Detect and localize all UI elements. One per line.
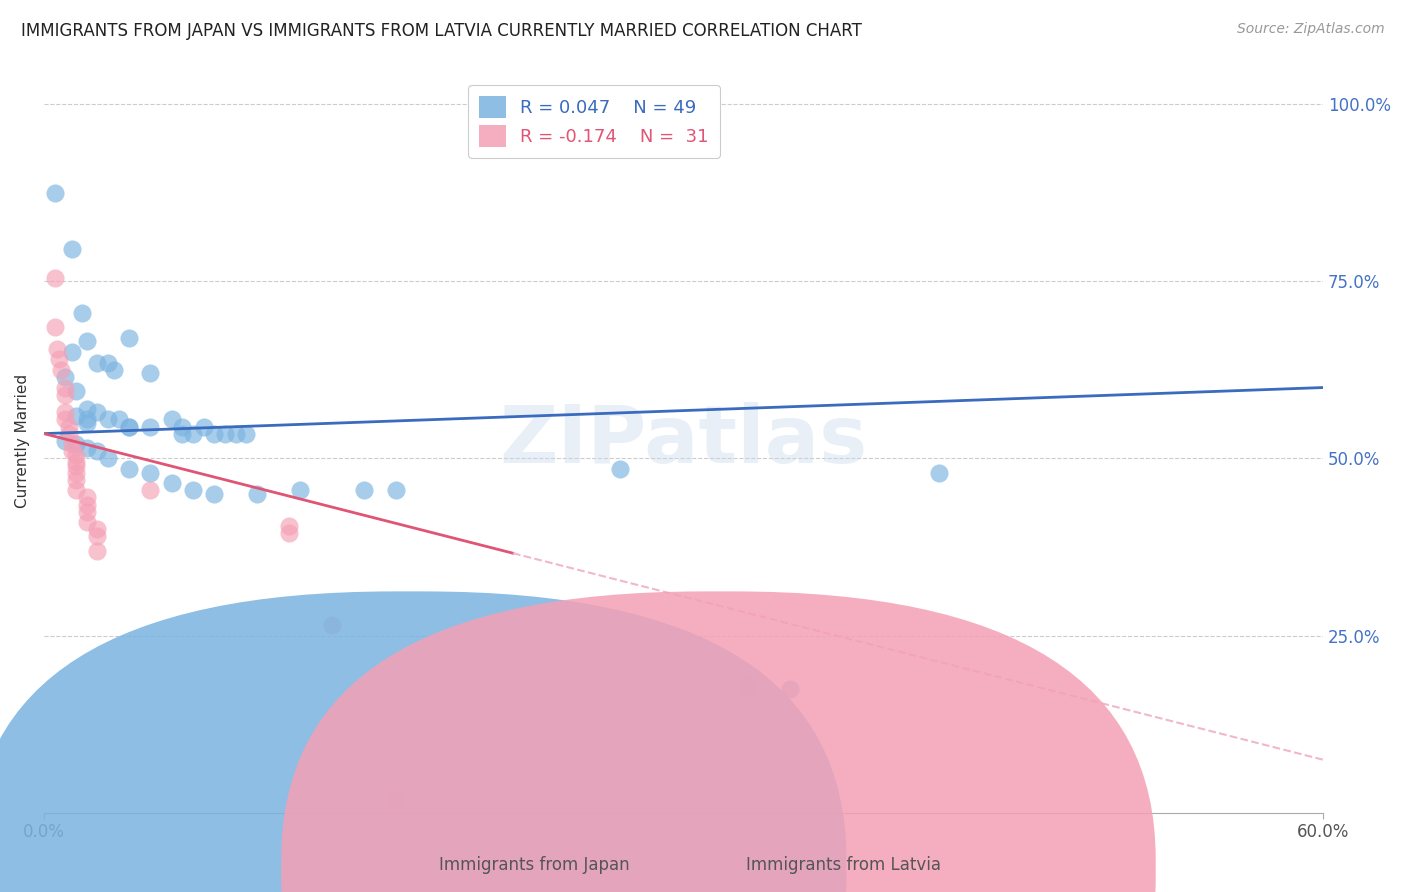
Point	[278, 518, 301, 533]
Point	[65, 455, 87, 469]
Point	[76, 441, 98, 455]
Point	[44, 270, 66, 285]
Point	[321, 618, 343, 632]
Point	[60, 345, 83, 359]
Point	[737, 678, 759, 692]
Text: IMMIGRANTS FROM JAPAN VS IMMIGRANTS FROM LATVIA CURRENTLY MARRIED CORRELATION CH: IMMIGRANTS FROM JAPAN VS IMMIGRANTS FROM…	[21, 22, 862, 40]
Point	[160, 476, 183, 491]
Point	[181, 483, 204, 498]
Point	[118, 331, 141, 345]
Point	[118, 419, 141, 434]
Point	[60, 437, 83, 451]
Point	[214, 426, 236, 441]
Point	[65, 448, 87, 462]
Point	[928, 466, 950, 480]
Point	[76, 491, 98, 505]
Point	[60, 242, 83, 256]
Point	[139, 466, 162, 480]
Point	[204, 426, 226, 441]
Point	[53, 387, 76, 401]
Point	[49, 363, 72, 377]
Point	[86, 543, 108, 558]
Point	[193, 419, 215, 434]
Point	[160, 412, 183, 426]
Point	[139, 367, 162, 381]
Point	[172, 419, 194, 434]
Point	[103, 363, 125, 377]
Point	[76, 334, 98, 349]
Point	[97, 356, 120, 370]
Point	[58, 426, 80, 441]
Point	[58, 419, 80, 434]
Point	[76, 412, 98, 426]
Point	[288, 483, 311, 498]
Point	[246, 487, 269, 501]
Point	[44, 320, 66, 334]
Point	[86, 444, 108, 458]
Point	[76, 498, 98, 512]
Point	[97, 412, 120, 426]
Point	[139, 483, 162, 498]
Point	[60, 444, 83, 458]
Point	[65, 384, 87, 398]
Point	[76, 515, 98, 529]
Point	[72, 306, 94, 320]
Text: Source: ZipAtlas.com: Source: ZipAtlas.com	[1237, 22, 1385, 37]
Point	[65, 483, 87, 498]
Point	[86, 522, 108, 536]
Point	[76, 416, 98, 430]
Point	[86, 405, 108, 419]
Point	[118, 419, 141, 434]
Point	[65, 409, 87, 423]
Point	[139, 419, 162, 434]
Point	[44, 186, 66, 200]
Point	[384, 483, 406, 498]
Point	[353, 483, 375, 498]
Point	[225, 426, 247, 441]
Point	[76, 401, 98, 416]
Point	[384, 791, 406, 805]
Point	[97, 451, 120, 466]
Point	[235, 426, 257, 441]
Point	[53, 434, 76, 448]
Point	[53, 380, 76, 394]
Point	[204, 487, 226, 501]
Point	[53, 405, 76, 419]
Point	[118, 462, 141, 476]
Y-axis label: Currently Married: Currently Married	[15, 374, 30, 508]
Point	[48, 352, 70, 367]
Text: ZIPatlas: ZIPatlas	[499, 401, 868, 480]
Text: Immigrants from Japan: Immigrants from Japan	[439, 856, 630, 874]
Point	[65, 466, 87, 480]
Legend: R = 0.047    N = 49, R = -0.174    N =  31: R = 0.047 N = 49, R = -0.174 N = 31	[468, 85, 720, 158]
Point	[53, 370, 76, 384]
Point	[172, 426, 194, 441]
Point	[278, 525, 301, 540]
Point	[181, 426, 204, 441]
Point	[65, 458, 87, 473]
Point	[45, 342, 67, 356]
Point	[53, 412, 76, 426]
Point	[65, 437, 87, 451]
Point	[779, 681, 801, 696]
Point	[86, 356, 108, 370]
Point	[609, 462, 631, 476]
Text: Immigrants from Latvia: Immigrants from Latvia	[747, 856, 941, 874]
Point	[65, 473, 87, 487]
Point	[107, 412, 129, 426]
Point	[86, 529, 108, 543]
Point	[76, 505, 98, 519]
